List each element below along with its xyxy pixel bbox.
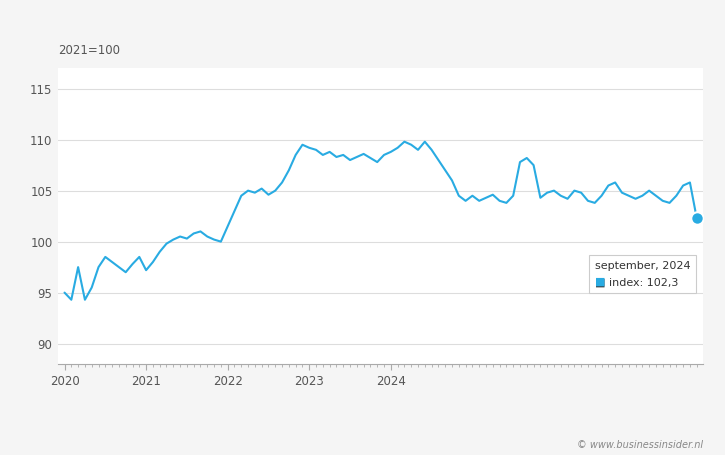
Text: © www.businessinsider.nl: © www.businessinsider.nl xyxy=(577,440,703,450)
Text: 2021=100: 2021=100 xyxy=(58,44,120,57)
Text: september, 2024
■ index: 102,3: september, 2024 ■ index: 102,3 xyxy=(594,261,690,288)
Text: ■: ■ xyxy=(594,276,605,286)
